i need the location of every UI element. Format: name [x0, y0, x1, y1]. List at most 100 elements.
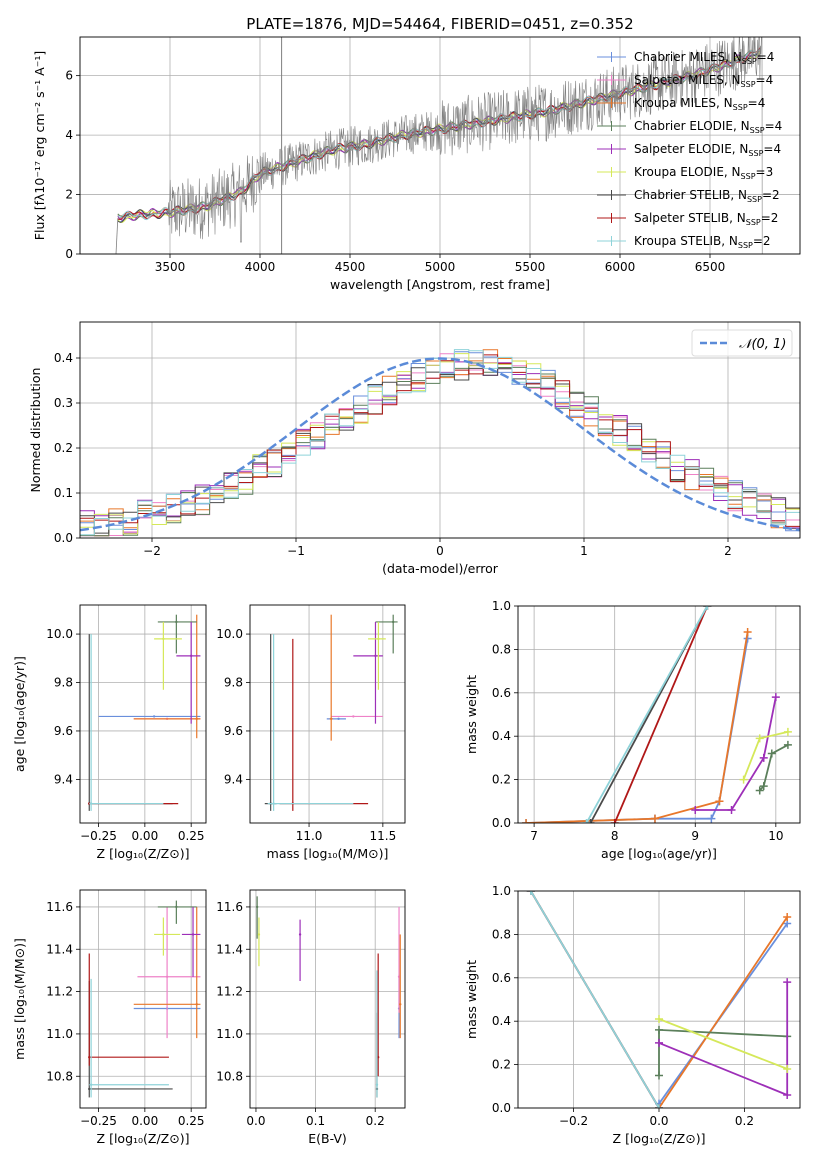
data-point	[391, 620, 395, 624]
x-tick-label: 6500	[695, 260, 726, 274]
x-tick-label: 4500	[335, 260, 366, 274]
legend-label: Kroupa STELIB, NSSP=2	[634, 234, 771, 250]
cumulative-line	[658, 916, 788, 1108]
cumulative-marker	[522, 819, 531, 823]
cumulative-marker	[755, 786, 764, 795]
y-tick-label: 11.0	[46, 1027, 73, 1041]
x-tick-label: 11.5	[369, 829, 396, 843]
y-tick-label: 10.8	[216, 1069, 243, 1083]
panel-mass-vs-Z: −0.25 0.00 0.25 10.8 11.0 11.2 11.4 11.6 Z [log₁…	[12, 889, 207, 1146]
data-point	[298, 933, 302, 936]
data-point	[399, 1003, 402, 1006]
x-axis-label: Z [log₁₀(Z/Z⊙)]	[97, 846, 190, 861]
cumulative-marker	[610, 819, 619, 823]
cumulative-marker	[727, 805, 736, 814]
cumulative-marker	[715, 797, 724, 806]
panel-spectrum: 3500 4000 4500 5000 5500 6000 6500 0 2 4 6 waveleng…	[32, 36, 801, 292]
y-tick-label: 11.6	[216, 900, 243, 914]
x-tick-label: 2	[724, 544, 732, 558]
data-point	[162, 637, 165, 641]
y-tick-label: 0.8	[492, 927, 511, 941]
cumulative-marker	[586, 819, 595, 823]
x-tick-label: 0.0	[649, 1114, 668, 1128]
x-tick-label: −0.25	[80, 1114, 117, 1128]
x-tick-label: −1	[287, 544, 305, 558]
legend-label: 𝒩(0, 1)	[739, 337, 786, 352]
plot-area	[255, 896, 402, 1098]
y-tick-label: 10.0	[216, 627, 243, 641]
cumulative-marker	[691, 805, 700, 814]
x-tick-label: 0.00	[131, 1114, 158, 1128]
data-point	[255, 905, 259, 909]
data-point	[175, 620, 178, 624]
cumulative-line	[695, 696, 777, 811]
axes-frame	[79, 604, 207, 824]
y-tick-label: 9.4	[54, 772, 73, 786]
y-tick-label: 9.6	[224, 724, 243, 738]
x-tick-label: 0.2	[366, 1114, 385, 1128]
data-point	[165, 975, 169, 978]
plot-area	[88, 614, 201, 811]
legend: Chabrier MILES, NSSP=4 Salpeter MILES, NS…	[597, 50, 782, 250]
cumulative-marker	[655, 1025, 663, 1034]
y-tick-label: 6	[65, 69, 73, 83]
y-tick-label: 9.4	[224, 772, 243, 786]
x-tick-label: 8	[611, 829, 619, 843]
cumulative-marker	[783, 913, 792, 922]
y-tick-label: 0.0	[492, 1101, 511, 1115]
legend: 𝒩(0, 1)	[691, 329, 793, 357]
y-tick-label: 0.4	[54, 351, 73, 365]
y-tick-label: 0.1	[54, 486, 73, 500]
data-point	[272, 802, 275, 805]
x-axis-label: Z [log₁₀(Z/Z⊙)]	[97, 1131, 190, 1146]
legend-box	[691, 329, 793, 357]
plot-area	[115, 37, 763, 254]
x-tick-label: 1	[580, 544, 588, 558]
data-point	[257, 933, 261, 936]
cumulative-marker	[767, 749, 776, 758]
x-tick-label: 4000	[245, 260, 276, 274]
y-tick-label: 0.8	[492, 642, 511, 656]
cumulative-marker	[783, 1064, 792, 1073]
histogram-step	[80, 349, 800, 536]
cumulative-marker	[655, 1038, 663, 1047]
panel-residuals: −2 −1 0 1 2 0.0 0.1 0.2 0.3 0.4 (data-model)/error…	[28, 321, 801, 576]
y-tick-label: 0.6	[492, 686, 511, 700]
cumulative-marker	[739, 775, 748, 784]
data-point	[89, 1083, 93, 1086]
x-tick-label: 6000	[605, 260, 636, 274]
x-tick-label: 3500	[155, 260, 186, 274]
y-tick-label: 11.6	[46, 900, 73, 914]
data-point	[162, 933, 165, 936]
cumulative-line	[742, 731, 789, 780]
x-tick-label: 0.2	[735, 1114, 754, 1128]
data-point	[88, 1056, 91, 1059]
cumulative-marker	[655, 1071, 663, 1080]
data-point	[152, 715, 156, 718]
x-axis-label: Z [log₁₀(Z/Z⊙)]	[613, 1131, 706, 1146]
x-tick-label: −0.2	[559, 1114, 588, 1128]
data-point	[195, 1003, 198, 1006]
y-axis-label: mass [log₁₀(M/M⊙)]	[12, 938, 27, 1060]
cumulative-marker	[771, 693, 780, 702]
data-spectrum-line	[117, 37, 763, 254]
x-tick-label: 9	[691, 829, 699, 843]
cumulative-marker	[582, 819, 591, 823]
x-axis-label: age [log₁₀(age/yr)]	[601, 846, 717, 861]
panel-cum-mass-vs-Z: −0.2 0.0 0.2 0.0 0.2 0.4 0.6 0.8 1.0 Z [log₁₀(Z/Z…	[464, 884, 801, 1146]
cumulative-marker	[783, 1090, 792, 1099]
y-axis-label: mass weight	[464, 960, 479, 1039]
y-axis-label: Normed distribution	[28, 368, 43, 493]
legend-label: Chabrier ELODIE, NSSP=4	[634, 119, 782, 135]
cumulative-marker	[759, 782, 768, 791]
y-axis-label: mass weight	[464, 675, 479, 754]
y-tick-label: 11.2	[216, 985, 243, 999]
cumulative-line	[530, 891, 660, 1108]
cumulative-line	[759, 744, 789, 792]
y-tick-label: 0.3	[54, 396, 73, 410]
axes-frame	[79, 889, 207, 1109]
axes-frame	[517, 605, 801, 824]
y-tick-label: 11.0	[216, 1027, 243, 1041]
legend-label: Salpeter MILES, NSSP=4	[634, 73, 773, 89]
